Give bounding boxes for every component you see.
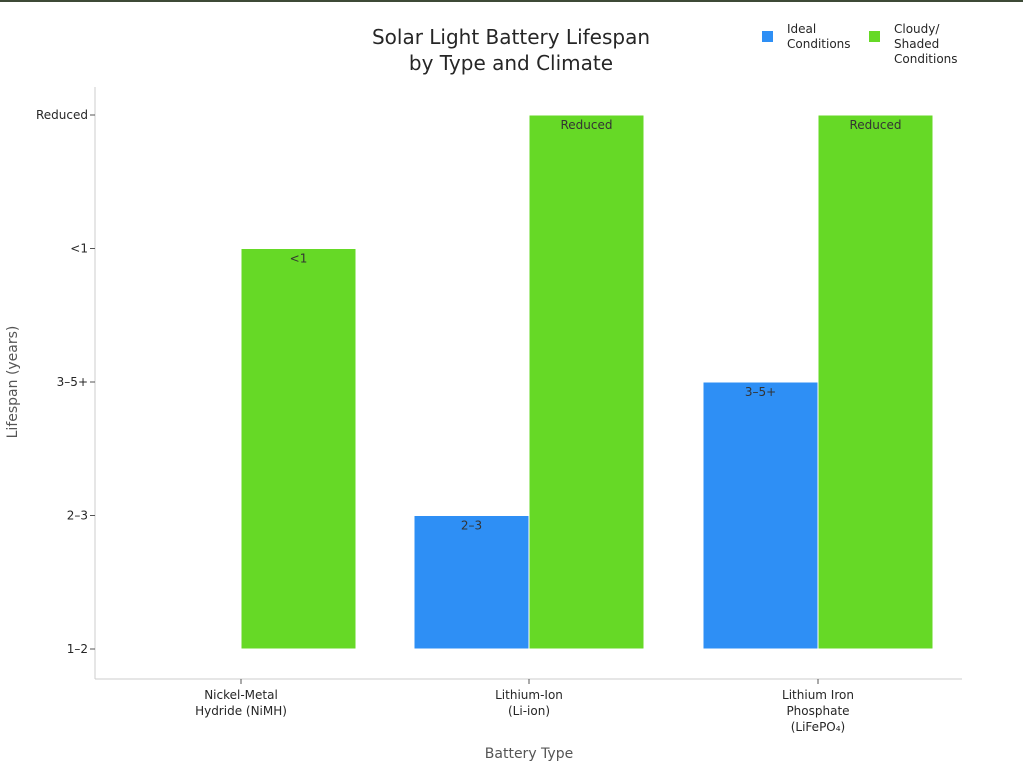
bar (817, 114, 934, 650)
x-tick-label: Hydride (NiMH) (195, 704, 287, 718)
y-tick-label: 1–2 (67, 642, 88, 656)
bar-value-label: 3–5+ (745, 385, 776, 399)
x-tick-label: (Li-ion) (508, 704, 550, 718)
legend-swatch (762, 31, 773, 42)
bar-value-label: Reduced (849, 118, 901, 132)
legend-label: Conditions (894, 52, 958, 66)
y-tick-label: Reduced (36, 108, 88, 122)
bar-value-label: 2–3 (461, 519, 482, 533)
y-tick-label: <1 (70, 242, 88, 256)
legend-label: Ideal (787, 22, 816, 36)
legend-swatch (869, 31, 880, 42)
bars (240, 114, 934, 650)
x-tick-label: Nickel-Metal (204, 688, 278, 702)
legend-label: Shaded (894, 37, 939, 51)
bar (413, 515, 530, 650)
y-tick-label: 2–3 (67, 509, 88, 523)
x-axis-title: Battery Type (485, 746, 573, 762)
legend-label: Conditions (787, 37, 851, 51)
x-tick-label: (LiFePO₄) (791, 720, 846, 734)
x-tick-label: Lithium-Ion (495, 688, 563, 702)
top-border (0, 0, 1023, 2)
bar (702, 381, 819, 650)
legend-label: Cloudy/ (894, 22, 940, 36)
chart-title-line: by Type and Climate (409, 51, 613, 75)
bar-labels: 2–3 3–5+ <1 Reduced Reduced (290, 118, 902, 533)
x-tick-label: Phosphate (786, 704, 849, 718)
chart-title-line: Solar Light Battery Lifespan (372, 25, 650, 49)
y-axis-title: Lifespan (years) (5, 326, 21, 439)
y-tick-label: 3–5+ (57, 375, 88, 389)
bar-value-label: <1 (290, 252, 308, 266)
bar (240, 248, 357, 650)
x-tick-label: Lithium Iron (782, 688, 854, 702)
axes: 1–2 2–3 3–5+ <1 Reduced Nickel-Metal Hydride (… (5, 87, 962, 762)
bar (528, 114, 645, 650)
bar-value-label: Reduced (560, 118, 612, 132)
